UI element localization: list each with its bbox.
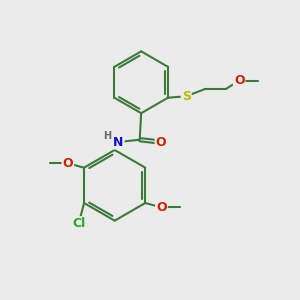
Text: H: H <box>103 130 111 141</box>
Text: Cl: Cl <box>72 217 86 230</box>
Text: O: O <box>63 157 73 170</box>
Text: O: O <box>156 201 167 214</box>
Text: S: S <box>182 90 191 103</box>
Text: N: N <box>113 136 124 148</box>
Text: O: O <box>234 74 244 87</box>
Text: O: O <box>156 136 166 148</box>
